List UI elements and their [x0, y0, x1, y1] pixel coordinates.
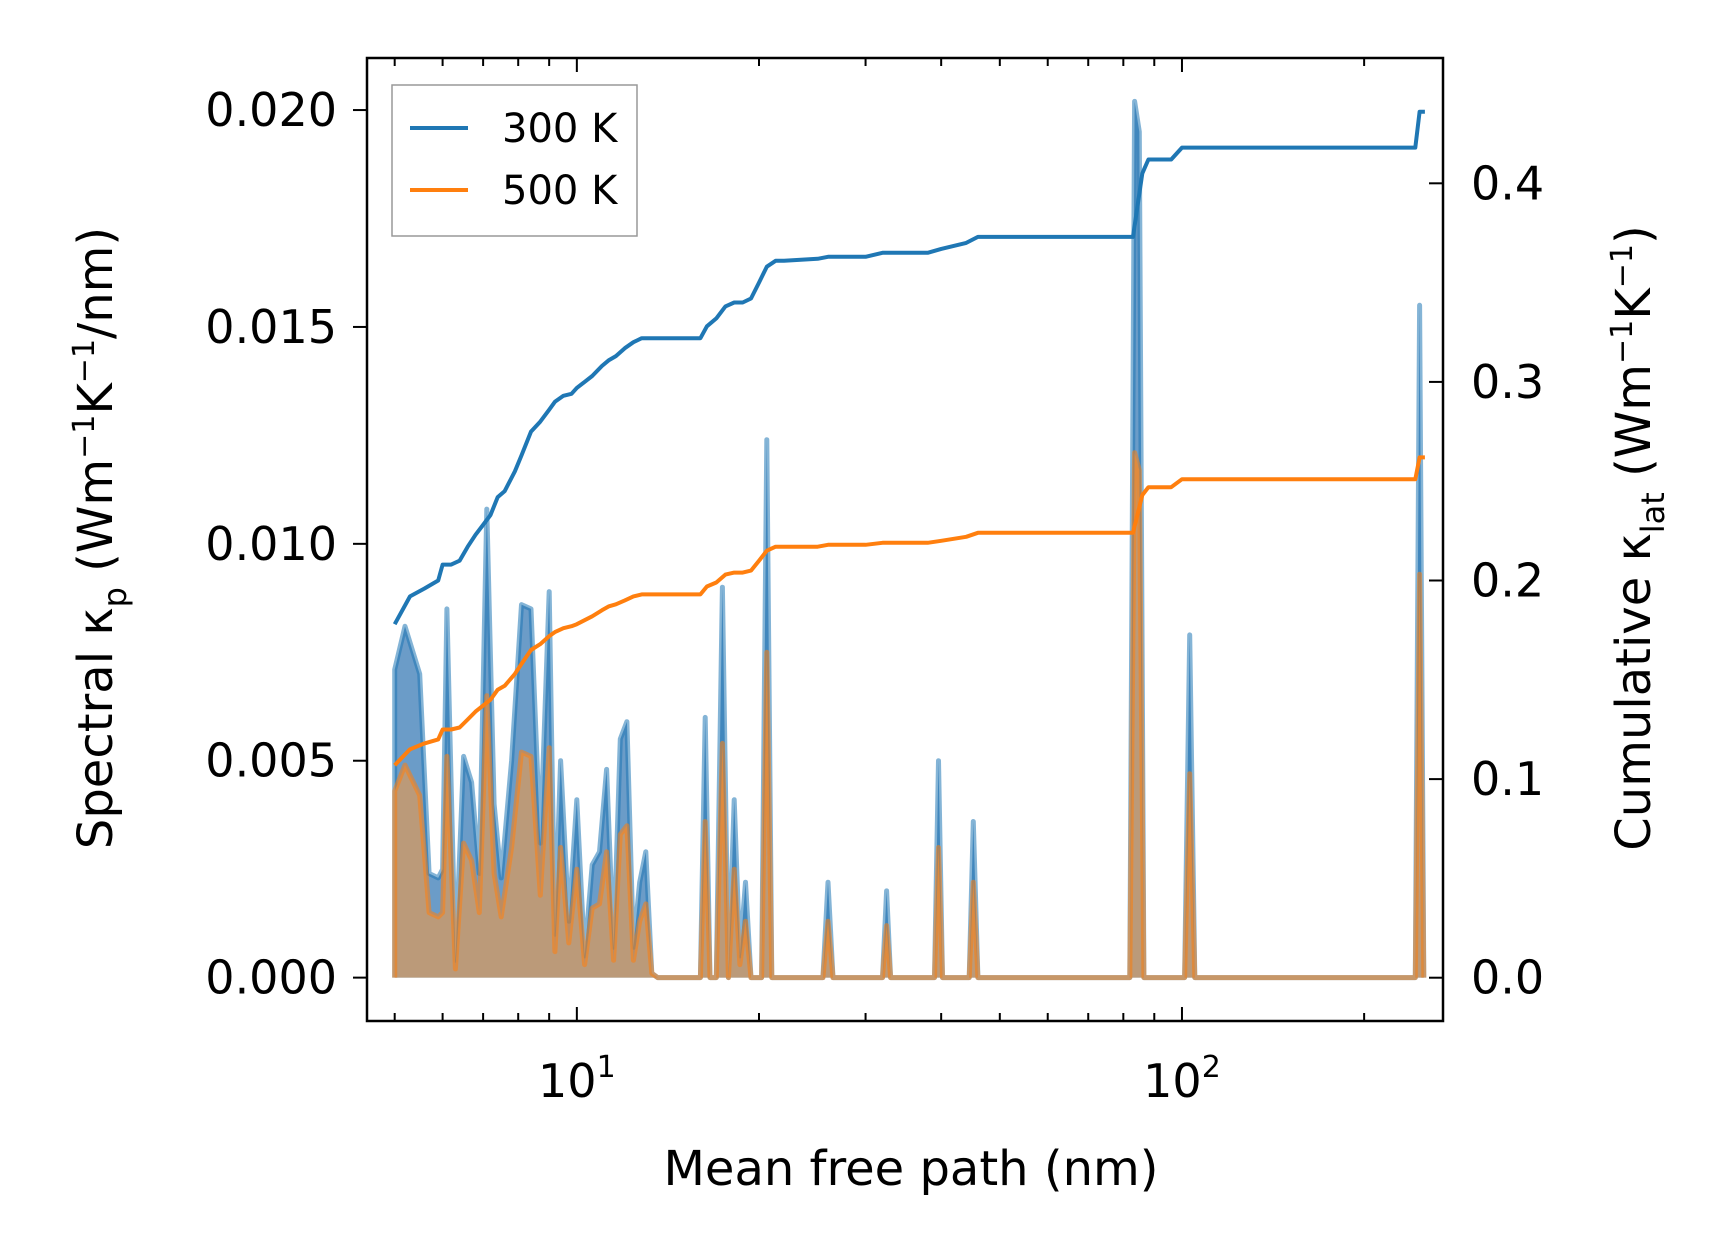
cumulative-line-500k	[393, 455, 1425, 767]
x-tick-label: 101	[538, 1050, 616, 1108]
legend-label-300k: 300 K	[502, 106, 619, 152]
x-axis-label: Mean free path (nm)	[664, 1141, 1159, 1197]
spectral-fills	[392, 98, 1427, 981]
y-right-tick-label: 0.1	[1471, 752, 1544, 806]
legend-box	[391, 84, 638, 237]
y-right-tick-label: 0.3	[1471, 355, 1544, 409]
y-left-tick-label: 0.015	[205, 300, 337, 354]
y-left-tick-label: 0.000	[205, 951, 337, 1005]
y-left-tick-label: 0.020	[205, 83, 337, 137]
legend: 300 K 500 K	[391, 84, 638, 237]
plot-frame	[365, 56, 1445, 1023]
series-lines	[392, 109, 1425, 767]
y-axis-right-label: Cumulative κlat (Wm−1K−1)	[1605, 225, 1672, 850]
x-tick-label: 102	[1143, 1050, 1221, 1108]
cumulative-line-300k	[392, 109, 1425, 626]
legend-label-500k: 500 K	[502, 168, 619, 214]
y-right-tick-label: 0.4	[1471, 156, 1544, 210]
y-right-tick-label: 0.0	[1471, 951, 1544, 1005]
y-axis-left-label: Spectral κp (Wm−1K−1/nm)	[67, 227, 134, 849]
spectral-fill-500k	[394, 452, 1424, 978]
axis-ticks: 101 102 0.000 0.005 0.010 0.015 0.020 0.0 0.1 0.2…	[205, 58, 1544, 1108]
y-left-tick-label: 0.005	[205, 734, 337, 788]
y-left-tick-label: 0.010	[205, 517, 337, 571]
y-right-tick-label: 0.2	[1471, 554, 1544, 608]
spectral-outline-500k	[392, 450, 1427, 981]
